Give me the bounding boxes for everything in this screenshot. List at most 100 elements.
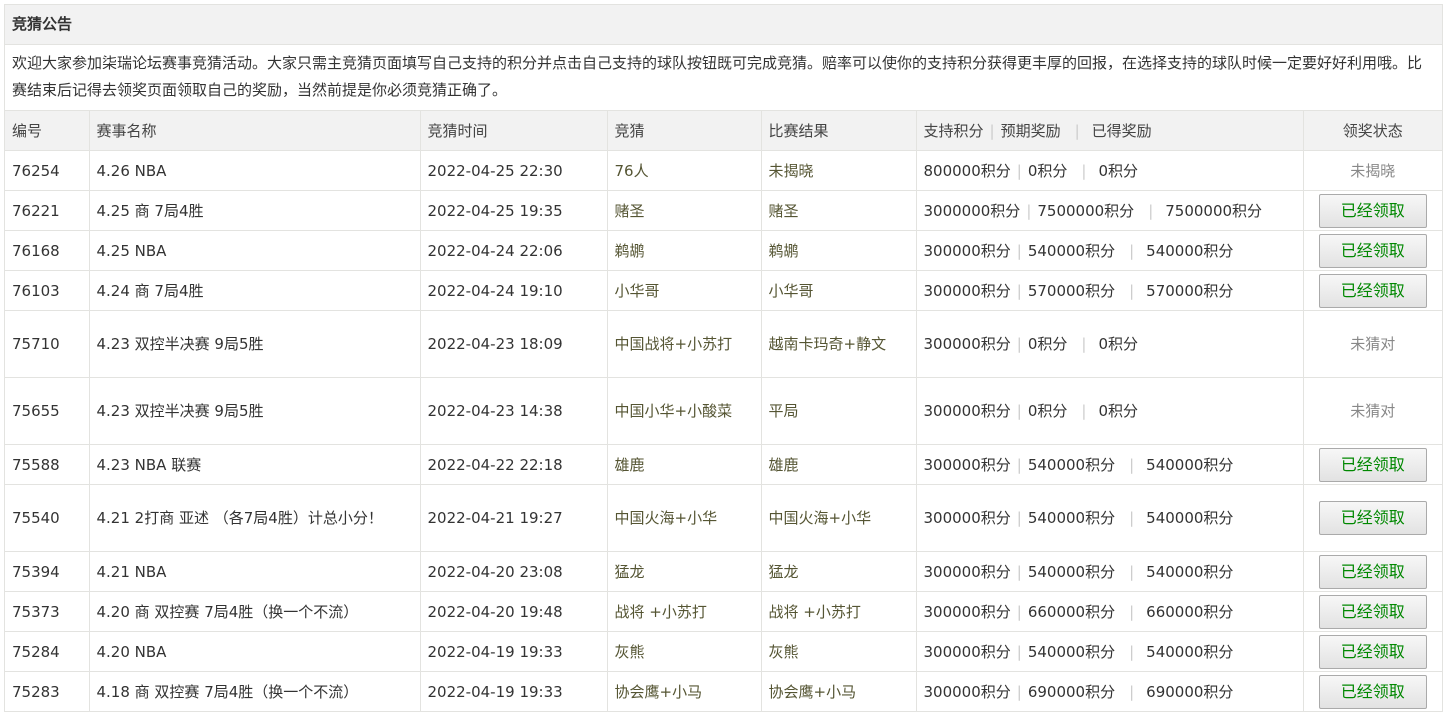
row-guess: 中国火海+小华: [607, 484, 762, 552]
separator: |: [1129, 281, 1135, 300]
earned-reward: 540000积分: [1146, 562, 1234, 581]
support-points: 300000积分: [923, 562, 1011, 581]
row-points: 300000积分 | 540000积分 | 540000积分: [916, 230, 1304, 271]
separator: |: [1016, 241, 1022, 260]
row-points: 300000积分 | 660000积分 | 660000积分: [916, 591, 1304, 632]
table-row: 76221 4.25 商 7局4胜 2022-04-25 19:35 赌圣 赌圣 3000…: [5, 190, 1442, 231]
expected-reward: 540000积分: [1027, 509, 1116, 527]
expected-reward: 570000积分: [1027, 281, 1116, 300]
row-event-name: 4.23 双控半决赛 9局5胜: [89, 310, 421, 378]
expected-reward: 7500000积分: [1037, 201, 1135, 220]
separator: |: [1074, 121, 1080, 140]
row-time: 2022-04-25 22:30: [420, 150, 608, 191]
expected-reward: 0积分: [1027, 402, 1068, 420]
row-result: 小华哥: [761, 270, 917, 311]
row-id: 76254: [5, 150, 90, 191]
separator: |: [1016, 455, 1022, 474]
row-status: 已经领取: [1303, 551, 1442, 592]
row-event-name: 4.21 NBA: [89, 551, 421, 592]
row-event-name: 4.25 商 7局4胜: [89, 190, 421, 231]
guess-panel: 竞猜公告 欢迎大家参加柒瑞论坛赛事竞猜活动。大家只需主竞猜页面填写自己支持的积分…: [4, 4, 1443, 712]
row-time: 2022-04-22 22:18: [420, 444, 608, 485]
header-guess: 竞猜: [607, 111, 762, 151]
guess-table: 编号 赛事名称 竞猜时间 竞猜 比赛结果 支持积分 | 预期奖励 | 已得奖励 领奖状态…: [5, 111, 1442, 712]
claimed-button[interactable]: 已经领取: [1318, 634, 1427, 669]
support-points: 300000积分: [923, 642, 1011, 661]
support-points: 800000积分: [923, 161, 1011, 180]
row-result: 中国火海+小华: [761, 484, 917, 552]
separator: |: [1081, 335, 1087, 353]
expected-reward: 0积分: [1027, 161, 1068, 180]
row-guess: 灰熊: [607, 631, 762, 672]
claimed-button[interactable]: 已经领取: [1318, 233, 1427, 268]
separator: |: [1129, 455, 1135, 474]
claimed-button[interactable]: 已经领取: [1318, 674, 1427, 709]
row-status: 未猜对: [1303, 377, 1442, 445]
earned-reward: 690000积分: [1146, 682, 1234, 701]
separator: |: [1081, 402, 1087, 420]
row-status: 已经领取: [1303, 190, 1442, 231]
separator: |: [1081, 161, 1087, 180]
row-result: 鹈鹕: [761, 230, 917, 271]
row-result: 越南卡玛奇+静文: [761, 310, 917, 378]
table-row: 75710 4.23 双控半决赛 9局5胜 2022-04-23 18:09 中国战将…: [5, 310, 1442, 378]
row-time: 2022-04-21 19:27: [420, 484, 608, 552]
support-points: 300000积分: [923, 335, 1011, 353]
expected-reward: 540000积分: [1027, 241, 1116, 260]
row-event-name: 4.20 NBA: [89, 631, 421, 672]
separator: |: [1016, 642, 1022, 661]
separator: |: [1129, 241, 1135, 260]
row-id: 76168: [5, 230, 90, 271]
row-id: 75394: [5, 551, 90, 592]
expected-reward: 690000积分: [1027, 682, 1116, 701]
separator: |: [1016, 281, 1022, 300]
separator: |: [1016, 602, 1022, 621]
claimed-button[interactable]: 已经领取: [1318, 447, 1427, 482]
row-time: 2022-04-20 23:08: [420, 551, 608, 592]
row-id: 76103: [5, 270, 90, 311]
support-points: 300000积分: [923, 602, 1011, 621]
separator: |: [1148, 201, 1154, 220]
separator: |: [1016, 161, 1022, 180]
claimed-button[interactable]: 已经领取: [1318, 554, 1427, 589]
separator: |: [1016, 335, 1022, 353]
table-row: 75373 4.20 商 双控赛 7局4胜（换一个不流） 2022-04-20 19…: [5, 591, 1442, 632]
claimed-button[interactable]: 已经领取: [1318, 193, 1427, 228]
row-event-name: 4.21 2打商 亚述 （各7局4胜）计总小分！: [89, 484, 421, 552]
row-status: 已经领取: [1303, 484, 1442, 552]
row-id: 75373: [5, 591, 90, 632]
support-points: 300000积分: [923, 241, 1011, 260]
expected-reward: 660000积分: [1027, 602, 1116, 621]
table-row: 76254 4.26 NBA 2022-04-25 22:30 76人 未揭晓 80000…: [5, 150, 1442, 191]
row-time: 2022-04-24 19:10: [420, 270, 608, 311]
earned-reward: 570000积分: [1146, 281, 1234, 300]
row-id: 75710: [5, 310, 90, 378]
row-status: 已经领取: [1303, 631, 1442, 672]
claimed-button[interactable]: 已经领取: [1318, 594, 1427, 629]
row-guess: 战将 +小苏打: [607, 591, 762, 632]
claimed-button[interactable]: 已经领取: [1318, 501, 1427, 535]
table-row: 75588 4.23 NBA 联赛 2022-04-22 22:18 雄鹿 雄鹿 3000…: [5, 444, 1442, 485]
header-result: 比赛结果: [761, 111, 917, 151]
row-points: 300000积分 | 570000积分 | 570000积分: [916, 270, 1304, 311]
expected-reward: 540000积分: [1027, 642, 1116, 661]
row-points: 800000积分 | 0积分 | 0积分: [916, 150, 1304, 191]
row-status: 已经领取: [1303, 591, 1442, 632]
table-row: 75540 4.21 2打商 亚述 （各7局4胜）计总小分！ 2022-04-21 …: [5, 484, 1442, 552]
row-result: 灰熊: [761, 631, 917, 672]
header-points: 支持积分 | 预期奖励 | 已得奖励: [916, 111, 1304, 151]
header-time: 竞猜时间: [420, 111, 608, 151]
separator: |: [1129, 642, 1135, 661]
support-points: 300000积分: [923, 281, 1011, 300]
row-result: 赌圣: [761, 190, 917, 231]
row-result: 协会鹰+小马: [761, 671, 917, 712]
separator: |: [1016, 682, 1022, 701]
row-result: 平局: [761, 377, 917, 445]
row-id: 76221: [5, 190, 90, 231]
support-points: 300000积分: [923, 682, 1011, 701]
row-status: 未揭晓: [1303, 150, 1442, 191]
row-guess: 76人: [607, 150, 762, 191]
row-event-name: 4.23 双控半决赛 9局5胜: [89, 377, 421, 445]
row-time: 2022-04-24 22:06: [420, 230, 608, 271]
claimed-button[interactable]: 已经领取: [1318, 273, 1427, 308]
